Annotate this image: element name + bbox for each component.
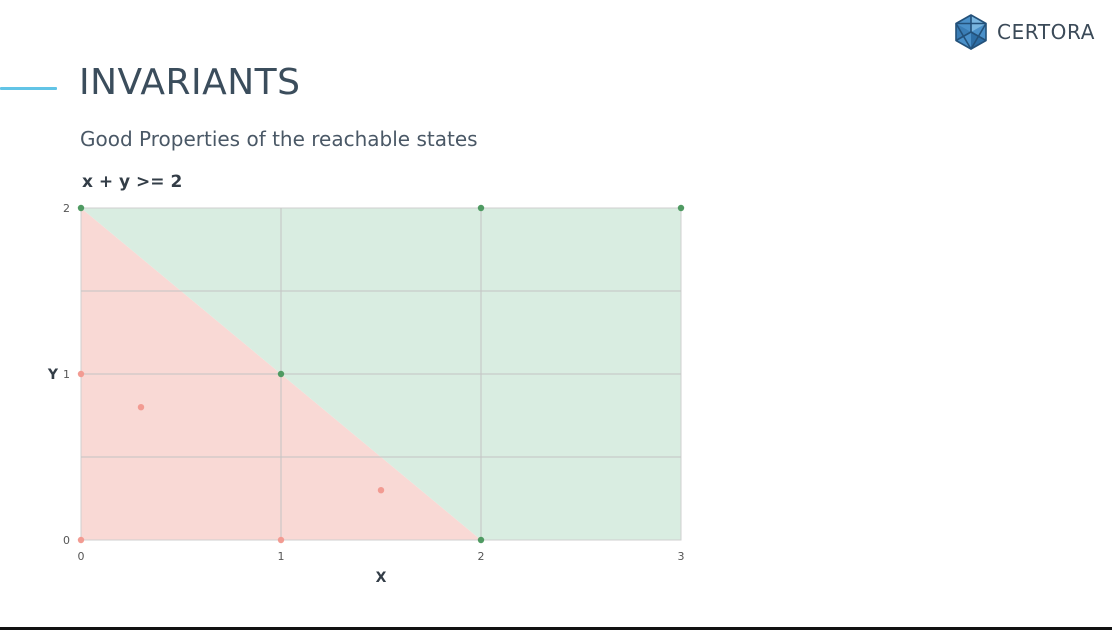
data-point: [77, 536, 85, 544]
brand: CERTORA: [954, 14, 1095, 50]
x-tick-label: 1: [278, 550, 285, 563]
y-tick-label: 2: [63, 202, 70, 215]
chart-title: x + y >= 2: [82, 172, 182, 192]
y-tick-label: 0: [63, 534, 70, 547]
slide-title: INVARIANTS: [79, 62, 301, 103]
x-tick-label: 0: [78, 550, 85, 563]
slide-subtitle: Good Properties of the reachable states: [80, 127, 478, 151]
x-tick-label: 3: [678, 550, 685, 563]
data-point: [477, 204, 485, 212]
data-point: [277, 370, 285, 378]
bottom-bar: [0, 627, 1112, 630]
y-tick-label: 1: [63, 368, 70, 381]
data-point: [477, 536, 485, 544]
title-accent-line: [0, 87, 57, 90]
certora-hexagon-logo-icon: [955, 14, 987, 50]
data-point: [377, 487, 385, 494]
data-point: [277, 536, 285, 544]
x-tick-label: 2: [478, 550, 485, 563]
brand-name: CERTORA: [997, 20, 1095, 44]
data-point: [137, 404, 145, 411]
data-point: [77, 204, 85, 212]
data-point: [77, 370, 85, 378]
x-axis-label: X: [376, 570, 387, 586]
y-axis-label: Y: [47, 367, 59, 383]
data-point: [677, 204, 685, 212]
